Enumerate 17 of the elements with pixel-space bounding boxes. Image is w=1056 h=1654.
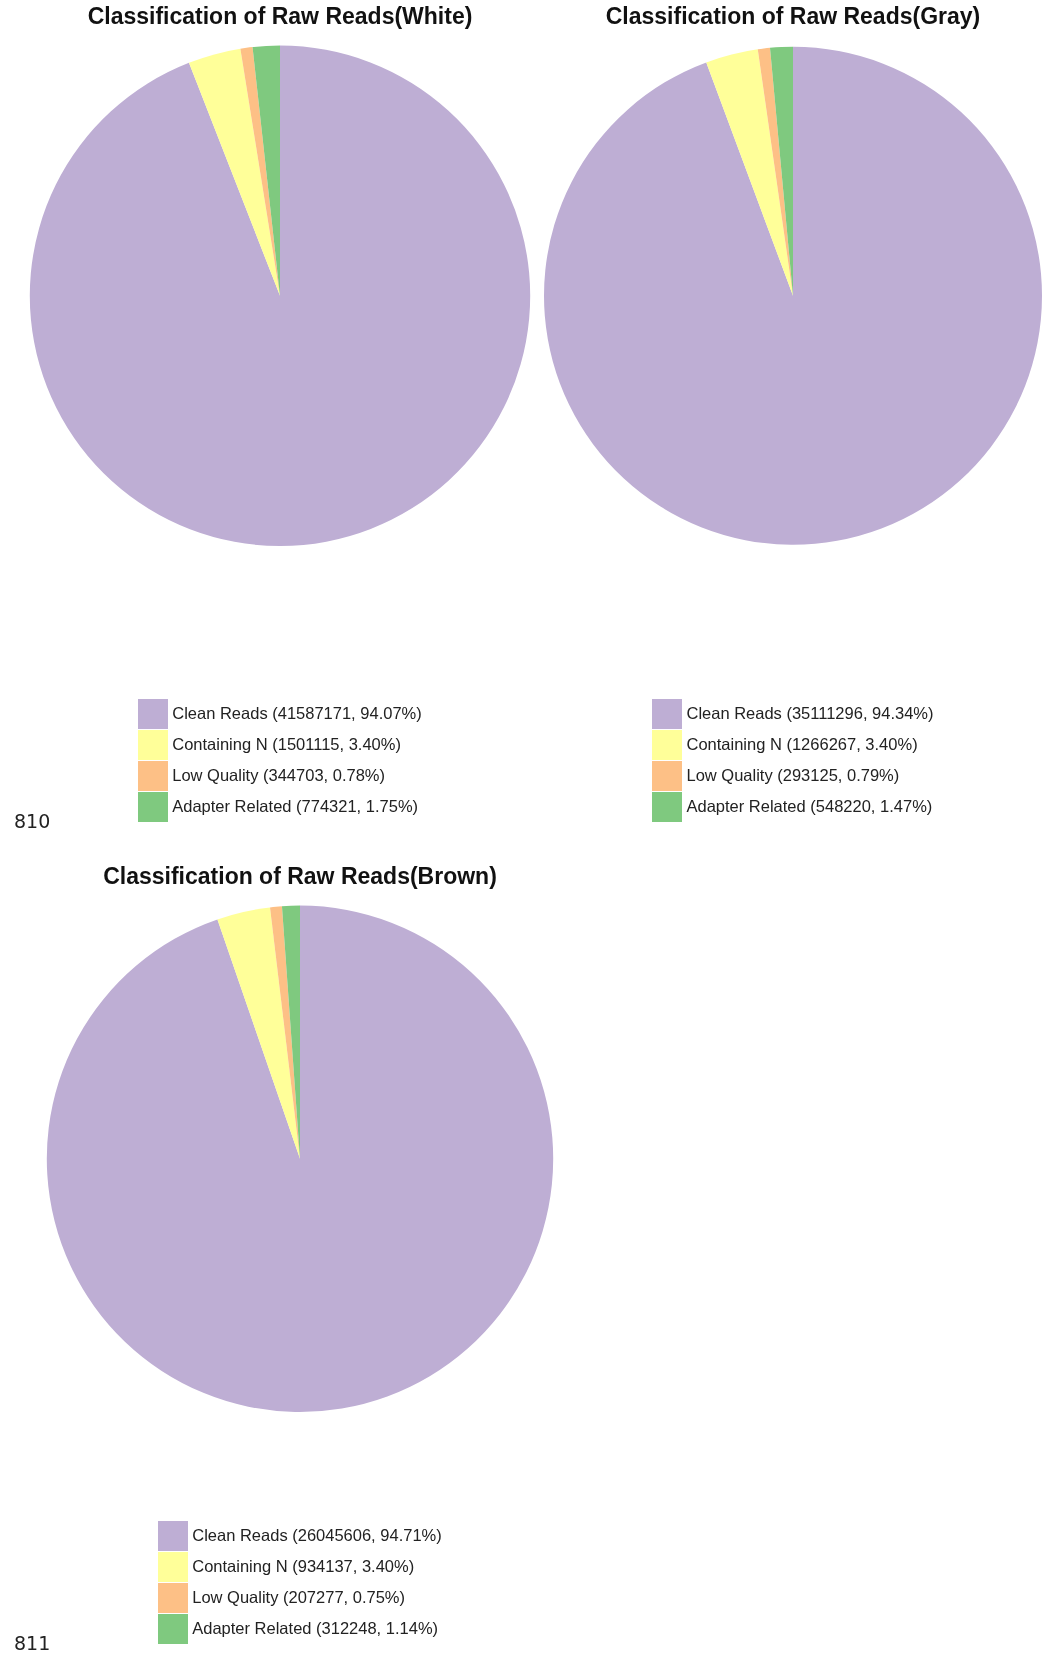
legend-label: Low Quality (207277, 0.75%)	[192, 1588, 406, 1607]
chart-title: Classification of Raw Reads(Gray)	[605, 3, 981, 30]
legend-label: Low Quality (344703, 0.78%)	[172, 766, 386, 785]
legend-label: Adapter Related (312248, 1.14%)	[192, 1619, 439, 1638]
legend-label: Adapter Related (774321, 1.75%)	[172, 797, 419, 816]
text: 810	[14, 809, 51, 832]
legend-label: Adapter Related (548220, 1.47%)	[686, 797, 933, 816]
chart-title: Classification of Raw Reads(White)	[87, 3, 473, 30]
legend-label: Clean Reads (26045606, 94.71%)	[192, 1526, 442, 1545]
text: 811	[14, 1631, 51, 1654]
legend-label: Containing N (934137, 3.40%)	[192, 1557, 415, 1576]
legend-label: Clean Reads (41587171, 94.07%)	[172, 704, 422, 723]
legend-label: Clean Reads (35111296, 94.34%)	[686, 704, 934, 723]
legend-label: Low Quality (293125, 0.79%)	[686, 766, 900, 785]
chart-title: Classification of Raw Reads(Brown)	[103, 863, 497, 890]
legend-label: Containing N (1266267, 3.40%)	[686, 735, 918, 754]
legend-label: Containing N (1501115, 3.40%)	[172, 735, 401, 754]
